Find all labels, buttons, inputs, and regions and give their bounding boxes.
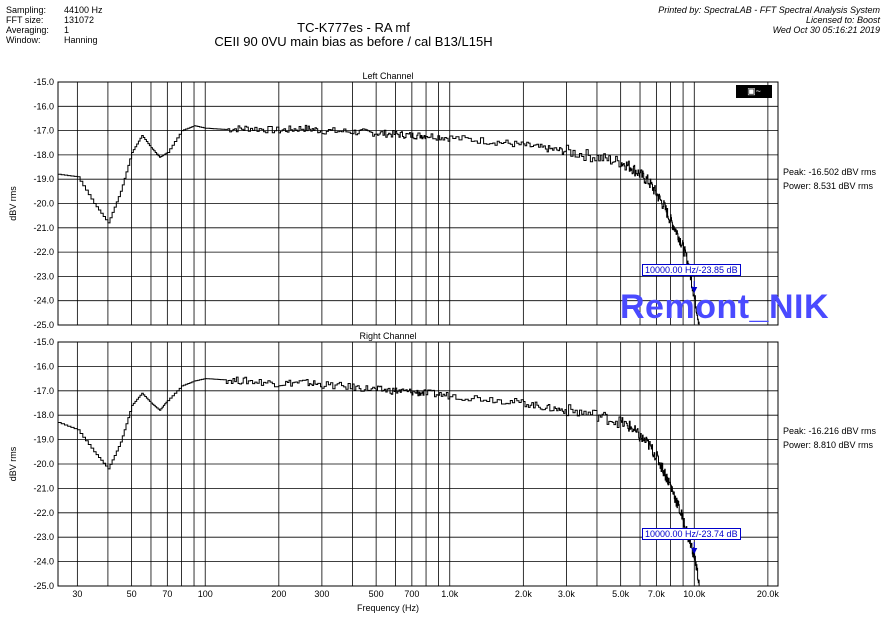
panel-title: Right Channel bbox=[359, 331, 416, 341]
settings-values: 44100 Hz 131072 1 Hanning bbox=[64, 5, 103, 45]
averaging-value: 1 bbox=[64, 25, 70, 35]
window-value: Hanning bbox=[64, 35, 98, 45]
licensed-to-text: Licensed to: Boost bbox=[805, 15, 880, 25]
window-label: Window: bbox=[6, 35, 41, 45]
right-stats: Peak: -16.216 dBV rms Power: 8.810 dBV r… bbox=[783, 424, 876, 452]
x-tick-label: 1.0k bbox=[441, 589, 459, 599]
spectrum-line bbox=[58, 376, 700, 587]
left-peak-text: Peak: -16.502 dBV rms bbox=[783, 167, 877, 177]
x-tick-label: 70 bbox=[162, 589, 172, 599]
y-tick-label: -18.0 bbox=[33, 410, 54, 420]
marker-triangle bbox=[691, 287, 698, 293]
y-tick-label: -25.0 bbox=[33, 320, 54, 330]
chart-title: TC-K777es - RA mf bbox=[297, 20, 410, 35]
y-tick-label: -19.0 bbox=[33, 435, 54, 445]
y-axis-label: dBV rms bbox=[8, 446, 18, 481]
y-tick-label: -22.0 bbox=[33, 247, 54, 257]
left-power-text: Power: 8.531 dBV rms bbox=[783, 181, 874, 191]
fft-size-label: FFT size: bbox=[6, 15, 44, 25]
x-tick-label: 3.0k bbox=[558, 589, 576, 599]
x-tick-label: 50 bbox=[127, 589, 137, 599]
y-tick-label: -24.0 bbox=[33, 557, 54, 567]
y-tick-label: -17.0 bbox=[33, 386, 54, 396]
right-power-text: Power: 8.810 dBV rms bbox=[783, 440, 874, 450]
x-tick-label: 2.0k bbox=[515, 589, 533, 599]
spectrum-tool-icon[interactable]: ▣~ bbox=[736, 85, 772, 98]
y-tick-label: -21.0 bbox=[33, 223, 54, 233]
x-tick-label: 10.0k bbox=[683, 589, 706, 599]
x-tick-label: 5.0k bbox=[612, 589, 630, 599]
marker-triangle bbox=[691, 548, 698, 554]
print-info: Printed by: SpectraLAB - FFT Spectral An… bbox=[658, 5, 880, 35]
y-tick-label: -19.0 bbox=[33, 174, 54, 184]
x-tick-label: 700 bbox=[404, 589, 419, 599]
right-peak-text: Peak: -16.216 dBV rms bbox=[783, 426, 877, 436]
y-tick-label: -15.0 bbox=[33, 337, 54, 347]
x-tick-label: 300 bbox=[314, 589, 329, 599]
printed-by-text: Printed by: SpectraLAB - FFT Spectral An… bbox=[658, 5, 880, 15]
settings-labels: Sampling: FFT size: Averaging: Window: bbox=[6, 5, 49, 45]
x-tick-label: 200 bbox=[271, 589, 286, 599]
averaging-label: Averaging: bbox=[6, 25, 49, 35]
y-tick-label: -16.0 bbox=[33, 101, 54, 111]
x-tick-label: 20.0k bbox=[757, 589, 780, 599]
sampling-value: 44100 Hz bbox=[64, 5, 103, 15]
y-tick-label: -20.0 bbox=[33, 199, 54, 209]
x-tick-label: 30 bbox=[72, 589, 82, 599]
spectrum-line bbox=[58, 124, 700, 326]
x-tick-label: 7.0k bbox=[648, 589, 666, 599]
left-stats: Peak: -16.502 dBV rms Power: 8.531 dBV r… bbox=[783, 165, 876, 193]
right-marker-readout: 10000.00 Hz/-23.74 dB bbox=[642, 528, 741, 540]
print-date-text: Wed Oct 30 05:16:21 2019 bbox=[772, 25, 880, 35]
x-axis-label: Frequency (Hz) bbox=[357, 603, 419, 613]
y-tick-label: -20.0 bbox=[33, 459, 54, 469]
y-tick-label: -22.0 bbox=[33, 508, 54, 518]
chart-subtitle: CEII 90 0VU main bias as before / cal B1… bbox=[214, 34, 493, 49]
y-axis-label: dBV rms bbox=[8, 186, 18, 221]
y-tick-label: -23.0 bbox=[33, 271, 54, 281]
y-tick-label: -16.0 bbox=[33, 361, 54, 371]
y-tick-label: -18.0 bbox=[33, 150, 54, 160]
left-marker-readout: 10000.00 Hz/-23.85 dB bbox=[642, 264, 741, 276]
y-tick-label: -25.0 bbox=[33, 581, 54, 591]
x-tick-label: 500 bbox=[369, 589, 384, 599]
watermark-text: Remont_NIK bbox=[620, 288, 830, 326]
panel-title: Left Channel bbox=[362, 71, 413, 81]
sampling-label: Sampling: bbox=[6, 5, 47, 15]
y-tick-label: -17.0 bbox=[33, 126, 54, 136]
x-tick-label: 100 bbox=[198, 589, 213, 599]
y-tick-label: -24.0 bbox=[33, 296, 54, 306]
fft-size-value: 131072 bbox=[64, 15, 95, 25]
y-tick-label: -23.0 bbox=[33, 532, 54, 542]
y-tick-label: -15.0 bbox=[33, 77, 54, 87]
y-tick-label: -21.0 bbox=[33, 483, 54, 493]
